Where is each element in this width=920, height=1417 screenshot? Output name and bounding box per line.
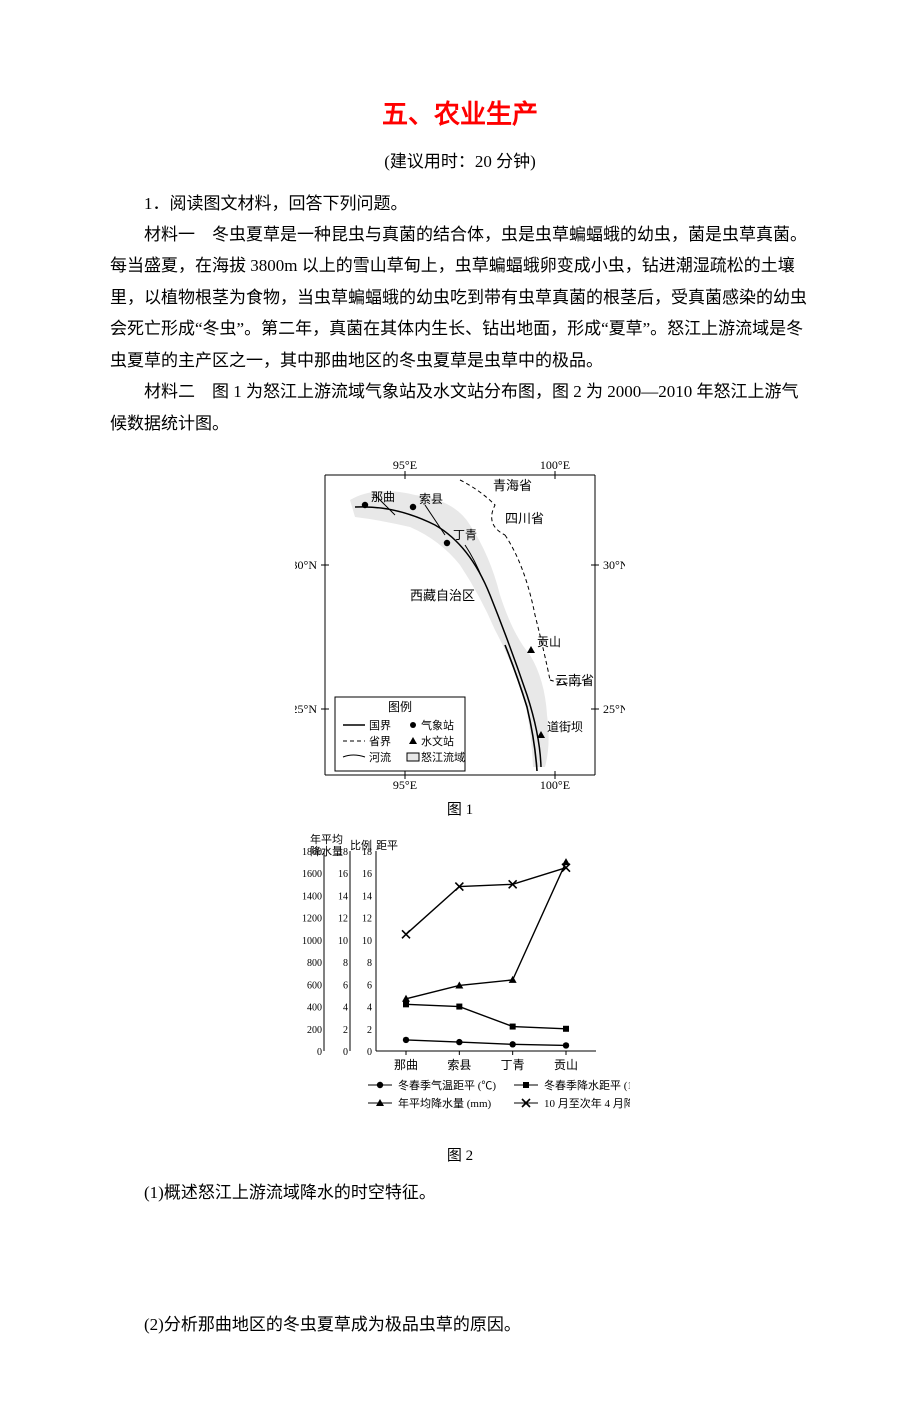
svg-text:丁青: 丁青 bbox=[501, 1058, 525, 1072]
svg-text:1200: 1200 bbox=[302, 913, 322, 924]
svg-text:6: 6 bbox=[343, 980, 348, 991]
svg-text:年平均降水量 (mm): 年平均降水量 (mm) bbox=[398, 1096, 492, 1110]
svg-text:国界: 国界 bbox=[369, 719, 391, 732]
svg-text:4: 4 bbox=[343, 1002, 348, 1013]
sub-question-1: (1)概述怒江上游流域降水的时空特征。 bbox=[110, 1177, 810, 1208]
svg-text:冬春季降水距平 (10 mm): 冬春季降水距平 (10 mm) bbox=[544, 1078, 630, 1092]
material-2-label: 材料二 bbox=[144, 382, 195, 401]
svg-text:30°N: 30°N bbox=[603, 558, 625, 572]
svg-text:气象站: 气象站 bbox=[421, 718, 454, 732]
svg-text:100°E: 100°E bbox=[540, 778, 570, 792]
svg-text:索县: 索县 bbox=[419, 492, 443, 506]
svg-text:10: 10 bbox=[338, 936, 348, 947]
svg-text:10: 10 bbox=[362, 936, 372, 947]
svg-text:1400: 1400 bbox=[302, 891, 322, 902]
svg-text:18: 18 bbox=[362, 847, 372, 858]
svg-text:西藏自治区: 西藏自治区 bbox=[410, 588, 475, 603]
svg-text:0: 0 bbox=[317, 1047, 322, 1058]
svg-text:怒江流域: 怒江流域 bbox=[421, 750, 465, 764]
svg-text:95°E: 95°E bbox=[393, 778, 417, 792]
svg-text:8: 8 bbox=[367, 958, 372, 969]
material-1-label: 材料一 bbox=[144, 225, 195, 244]
figure-1: 95°E 100°E 95°E 100°E 30°N 30°N 25°N 25°N 青海省四川省… bbox=[110, 445, 810, 795]
svg-text:那曲: 那曲 bbox=[371, 490, 395, 504]
svg-text:16: 16 bbox=[362, 869, 372, 880]
svg-text:冬春季气温距平 (℃): 冬春季气温距平 (℃) bbox=[398, 1078, 496, 1092]
svg-text:12: 12 bbox=[338, 913, 348, 924]
figure-1-caption: 图 1 bbox=[110, 797, 810, 825]
figure-1-svg: 95°E 100°E 95°E 100°E 30°N 30°N 25°N 25°N 青海省四川省… bbox=[295, 445, 625, 795]
material-1-text: 冬虫夏草是一种昆虫与真菌的结合体，虫是虫草蝙蝠蛾的幼虫，菌是虫草真菌。每当盛夏，… bbox=[110, 225, 807, 370]
svg-text:200: 200 bbox=[307, 1025, 322, 1036]
svg-text:1000: 1000 bbox=[302, 936, 322, 947]
svg-text:12: 12 bbox=[362, 913, 372, 924]
svg-text:索县: 索县 bbox=[447, 1058, 471, 1072]
svg-text:4: 4 bbox=[367, 1002, 372, 1013]
svg-text:1800: 1800 bbox=[302, 847, 322, 858]
svg-text:道街坝: 道街坝 bbox=[547, 720, 583, 734]
svg-text:25°N: 25°N bbox=[603, 702, 625, 716]
svg-text:8: 8 bbox=[343, 958, 348, 969]
material-1: 材料一 冬虫夏草是一种昆虫与真菌的结合体，虫是虫草蝙蝠蛾的幼虫，菌是虫草真菌。每… bbox=[110, 219, 810, 376]
svg-text:95°E: 95°E bbox=[393, 458, 417, 472]
svg-text:18: 18 bbox=[338, 847, 348, 858]
svg-text:2: 2 bbox=[343, 1025, 348, 1036]
sub-question-2: (2)分析那曲地区的冬虫夏草成为极品虫草的原因。 bbox=[110, 1309, 810, 1340]
svg-text:800: 800 bbox=[307, 958, 322, 969]
svg-text:25°N: 25°N bbox=[295, 702, 317, 716]
svg-text:那曲: 那曲 bbox=[394, 1058, 418, 1072]
svg-text:贡山: 贡山 bbox=[537, 635, 561, 649]
material-2-text: 图 1 为怒江上游流域气象站及水文站分布图，图 2 为 2000—2010 年怒… bbox=[110, 382, 799, 432]
page-subtitle: (建议用时：20 分钟) bbox=[110, 146, 810, 177]
page-title: 五、农业生产 bbox=[110, 90, 810, 138]
svg-text:1600: 1600 bbox=[302, 869, 322, 880]
svg-text:丁青: 丁青 bbox=[453, 528, 477, 542]
svg-text:2: 2 bbox=[367, 1025, 372, 1036]
svg-text:河流: 河流 bbox=[369, 750, 391, 764]
svg-text:16: 16 bbox=[338, 869, 348, 880]
svg-text:10 月至次年 4 月降水占全年比例 (%): 10 月至次年 4 月降水占全年比例 (%) bbox=[544, 1096, 630, 1110]
figure-2-svg: 年平均降水量比例距平020040060080010001200140016001… bbox=[290, 831, 630, 1141]
svg-text:14: 14 bbox=[338, 891, 348, 902]
svg-text:600: 600 bbox=[307, 980, 322, 991]
svg-text:0: 0 bbox=[367, 1047, 372, 1058]
svg-text:青海省: 青海省 bbox=[493, 478, 532, 493]
material-2: 材料二 图 1 为怒江上游流域气象站及水文站分布图，图 2 为 2000—201… bbox=[110, 376, 810, 439]
question-1-intro: 1．阅读图文材料，回答下列问题。 bbox=[110, 188, 810, 219]
svg-text:400: 400 bbox=[307, 1002, 322, 1013]
svg-text:水文站: 水文站 bbox=[421, 734, 454, 748]
answer-space-1 bbox=[110, 1225, 810, 1305]
svg-text:6: 6 bbox=[367, 980, 372, 991]
svg-text:0: 0 bbox=[343, 1047, 348, 1058]
svg-text:省界: 省界 bbox=[369, 735, 391, 748]
figure-2-caption: 图 2 bbox=[110, 1143, 810, 1171]
svg-text:30°N: 30°N bbox=[295, 558, 317, 572]
svg-text:距平: 距平 bbox=[376, 839, 398, 852]
svg-text:云南省: 云南省 bbox=[555, 673, 594, 688]
svg-text:贡山: 贡山 bbox=[554, 1058, 578, 1072]
svg-text:四川省: 四川省 bbox=[505, 511, 544, 526]
figure-2: 年平均降水量比例距平020040060080010001200140016001… bbox=[110, 831, 810, 1141]
svg-text:年平均: 年平均 bbox=[310, 832, 343, 846]
svg-text:图例: 图例 bbox=[388, 700, 412, 714]
svg-text:14: 14 bbox=[362, 891, 372, 902]
svg-text:100°E: 100°E bbox=[540, 458, 570, 472]
